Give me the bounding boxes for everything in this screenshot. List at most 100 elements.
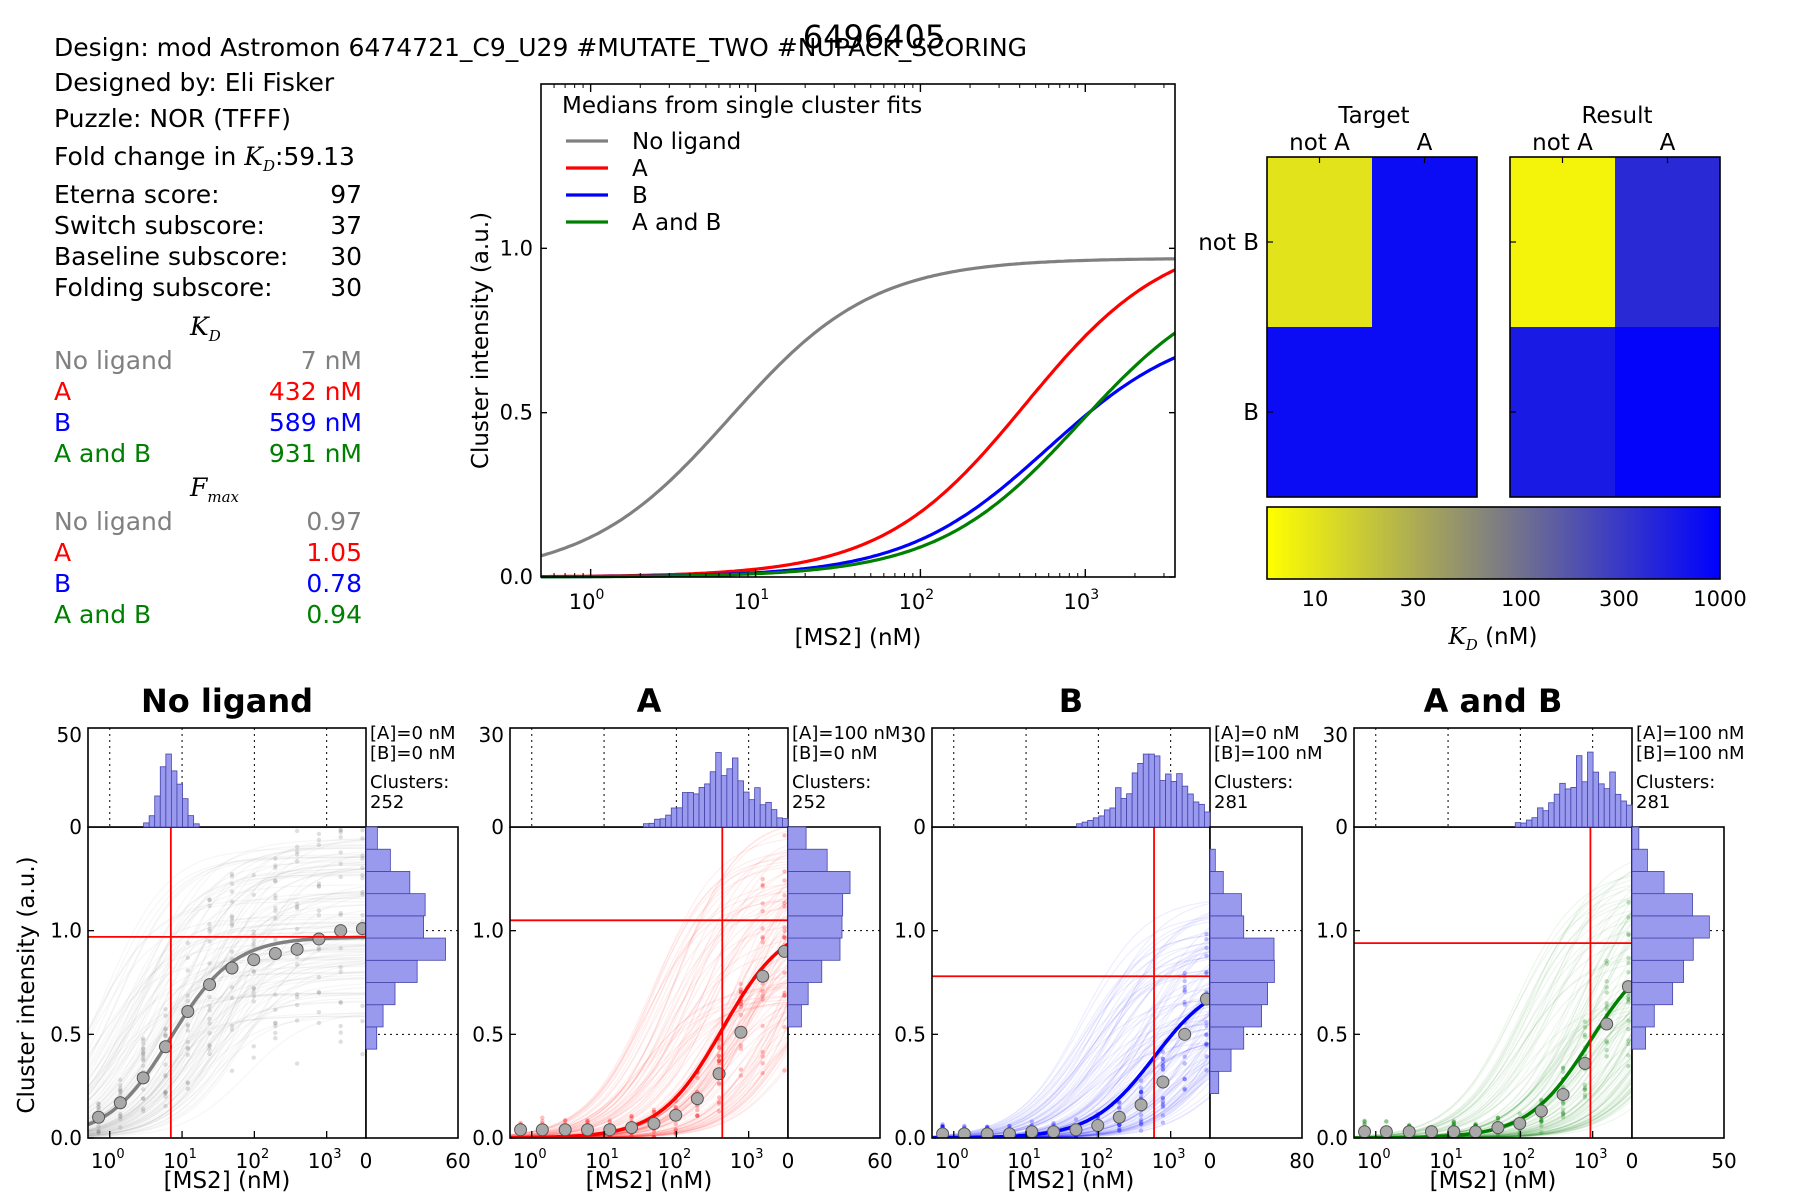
- cluster-trace: [1354, 939, 1632, 1138]
- cluster-point: [294, 849, 300, 854]
- cluster-point: [1604, 1004, 1609, 1009]
- median-marker: [1621, 980, 1632, 994]
- cluster-point: [96, 1105, 101, 1110]
- cluster-point: [540, 1115, 545, 1120]
- cluster-point: [273, 896, 278, 901]
- median-marker: [625, 1121, 639, 1135]
- cluster-point: [229, 985, 235, 990]
- cluster-point: [1182, 1061, 1187, 1066]
- median-marker: [1513, 1116, 1527, 1130]
- cluster-point: [1160, 1067, 1166, 1073]
- histogram-bar: [1581, 781, 1588, 828]
- histogram-bar: [365, 937, 446, 961]
- cluster-point: [1138, 1089, 1144, 1095]
- median-marker: [136, 1071, 150, 1085]
- cluster-point: [1626, 1063, 1631, 1069]
- histogram-bar: [1631, 1026, 1647, 1050]
- cluster-point: [1560, 1110, 1566, 1116]
- median-marker: [1156, 1075, 1170, 1089]
- cluster-point: [273, 908, 278, 914]
- cluster-point: [782, 990, 787, 995]
- cluster-point: [673, 1121, 678, 1127]
- cluster-point: [1204, 945, 1209, 951]
- histogram-bar: [737, 780, 744, 828]
- cluster-trace: [932, 1019, 1210, 1138]
- x-tick-label: 100: [91, 1147, 125, 1173]
- x-tick-label: 102: [657, 1147, 691, 1173]
- median-marker: [1069, 1123, 1083, 1137]
- median-marker: [1047, 1125, 1061, 1138]
- cluster-point: [140, 1108, 146, 1114]
- cluster-point: [1117, 1100, 1122, 1105]
- x-tick-label: 103: [1574, 1147, 1608, 1173]
- x-tick-exp: 3: [1090, 587, 1099, 603]
- cluster-point: [185, 1081, 190, 1086]
- cluster-point: [338, 912, 343, 918]
- cluster-point: [163, 1031, 168, 1037]
- cluster-point: [1626, 1038, 1631, 1043]
- cluster-trace: [88, 1013, 366, 1138]
- cluster-point: [1160, 1120, 1166, 1125]
- x-axis-label: [MS2] (nM): [795, 625, 922, 651]
- cluster-point: [294, 901, 300, 907]
- cluster-trace: [88, 868, 366, 1132]
- cluster-point: [140, 1046, 146, 1052]
- x-tick-exp: 0: [596, 587, 605, 603]
- x-tick-exp: 0: [960, 1147, 968, 1162]
- cluster-point: [738, 989, 744, 994]
- cluster-point: [760, 926, 765, 931]
- cluster-point: [229, 1023, 235, 1028]
- cluster-point: [1582, 1092, 1588, 1098]
- histogram-bar: [1531, 817, 1538, 828]
- histogram-bar: [1209, 959, 1275, 983]
- cluster-point: [229, 881, 235, 886]
- cluster-point: [140, 1038, 146, 1043]
- design-title: Design: mod Astromon 6474721_C9_U29 #MUT…: [54, 33, 1028, 62]
- cluster-point: [673, 1104, 678, 1110]
- histogram-bar: [770, 809, 778, 828]
- cluster-trace: [88, 904, 366, 1129]
- cluster-trace: [88, 918, 366, 1067]
- cluster-point: [338, 850, 343, 855]
- cluster-trace: [88, 1016, 366, 1135]
- cluster-point: [585, 1118, 590, 1123]
- x-tick-label: 102: [1501, 1147, 1535, 1173]
- panel-traces: [88, 827, 366, 1138]
- x-tick-base: 10: [1574, 1149, 1599, 1173]
- cluster-point: [1626, 993, 1631, 999]
- cluster-point: [1160, 1063, 1166, 1068]
- score-value: 30: [330, 242, 362, 271]
- cluster-trace: [88, 945, 366, 1134]
- cluster-trace: [88, 868, 366, 1096]
- cluster-trace: [510, 857, 788, 1136]
- cluster-trace: [88, 856, 366, 1131]
- cluster-point: [360, 876, 365, 881]
- cluster-trace: [510, 905, 788, 1138]
- x-tick-label: 101: [163, 1147, 197, 1173]
- histogram-bar: [1209, 871, 1224, 895]
- cluster-point: [294, 904, 300, 909]
- cluster-point: [1626, 1027, 1631, 1032]
- cluster-point: [716, 1108, 722, 1114]
- histogram-xtick-max: 60: [445, 1149, 470, 1173]
- cluster-trace: [510, 999, 788, 1137]
- cluster-point: [1560, 1101, 1566, 1106]
- cluster-trace: [510, 995, 788, 1138]
- cluster-point: [251, 969, 256, 975]
- score-label: Switch subscore:: [54, 211, 265, 240]
- cluster-trace: [88, 921, 366, 1096]
- cluster-point: [1539, 1117, 1544, 1123]
- cluster-point: [360, 1018, 365, 1024]
- cluster-point: [716, 1099, 722, 1105]
- cluster-trace: [932, 998, 1210, 1138]
- y-tick-label: 0.0: [500, 565, 533, 589]
- panel-traces: [1354, 861, 1632, 1138]
- cluster-point: [316, 990, 322, 996]
- cluster-point: [251, 1055, 256, 1060]
- cluster-point: [140, 1046, 146, 1051]
- cluster-point: [1451, 1120, 1456, 1125]
- x-tick-base: 10: [657, 1149, 682, 1173]
- cluster-point: [229, 949, 235, 954]
- cluster-trace: [88, 873, 366, 1092]
- cluster-point: [96, 1101, 101, 1107]
